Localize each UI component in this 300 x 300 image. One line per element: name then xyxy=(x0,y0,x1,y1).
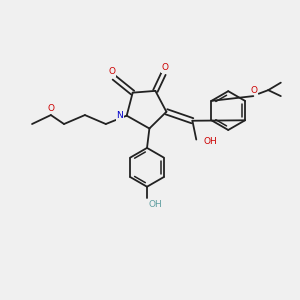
Text: OH: OH xyxy=(148,200,162,208)
Text: O: O xyxy=(161,63,168,72)
Text: O: O xyxy=(250,85,257,94)
Text: O: O xyxy=(108,67,115,76)
Text: O: O xyxy=(48,104,55,113)
Text: OH: OH xyxy=(204,136,218,146)
Text: N: N xyxy=(116,111,123,120)
